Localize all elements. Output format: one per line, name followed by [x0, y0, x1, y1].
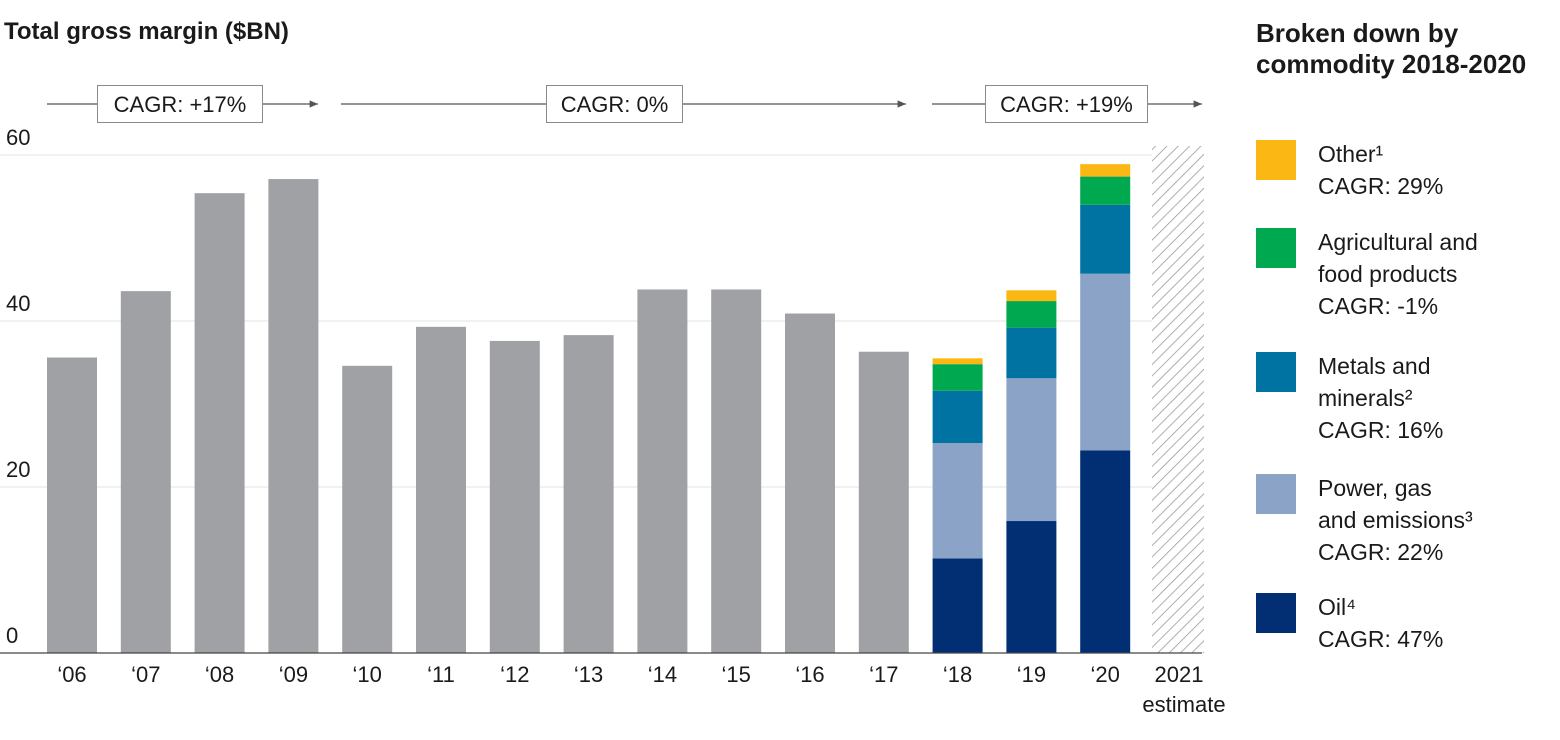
bar-segment — [1080, 450, 1131, 653]
bar-segment — [1006, 521, 1057, 653]
bar-segment — [932, 358, 983, 365]
bar-segment — [1080, 204, 1131, 274]
legend-label: Agricultural and food products CAGR: -1% — [1318, 229, 1478, 319]
bar-segment — [1080, 176, 1131, 205]
x-tick-label: ‘20 — [1090, 662, 1120, 687]
bar-total — [268, 179, 319, 653]
x-tick-label: ‘16 — [795, 662, 825, 687]
x-tick-label: ‘10 — [352, 662, 382, 687]
bar-segment — [1080, 273, 1131, 451]
legend-swatch — [1256, 474, 1296, 514]
x-tick-label: ‘11 — [427, 662, 455, 687]
x-tick-label: ‘06 — [57, 662, 87, 687]
cagr-label: CAGR: +17% — [97, 85, 263, 123]
bar-segment — [932, 390, 983, 444]
y-tick-label: 0 — [6, 623, 19, 648]
legend-label: Metals and minerals² CAGR: 16% — [1318, 353, 1444, 443]
bar-segment — [1006, 290, 1057, 302]
cagr-label: CAGR: +19% — [985, 85, 1148, 123]
x-tick-label: ‘17 — [869, 662, 899, 687]
bar-total — [563, 335, 614, 653]
bar-segment — [1080, 164, 1131, 177]
bar-segment — [932, 443, 983, 559]
bar-segment — [1006, 378, 1057, 522]
legend-swatch — [1256, 140, 1296, 180]
x-tick-label: ‘15 — [721, 662, 751, 687]
legend-title: Broken down by commodity 2018-2020 — [1256, 18, 1527, 79]
bar-estimate — [1152, 146, 1204, 653]
legend-label: Other¹ CAGR: 29% — [1318, 141, 1444, 199]
bar-segment — [932, 364, 983, 391]
y-tick-label: 20 — [6, 457, 31, 482]
bar-total — [416, 326, 466, 653]
legend-swatch — [1256, 593, 1296, 633]
bar-total — [194, 193, 245, 653]
bar-total — [120, 291, 171, 653]
x-tick-label: ‘13 — [573, 662, 604, 687]
bar-segment — [932, 558, 983, 653]
chart-title: Total gross margin ($BN) — [4, 18, 289, 45]
bar-total — [858, 351, 909, 653]
x-tick-label: 2021 — [1154, 662, 1204, 687]
bar-total — [785, 313, 835, 653]
cagr-label: CAGR: 0% — [546, 85, 683, 123]
bar-segment — [1006, 327, 1057, 379]
bar-total — [637, 289, 688, 653]
x-tick-label: ‘09 — [278, 662, 309, 687]
bar-segment — [1006, 301, 1057, 328]
x-tick-label: ‘18 — [942, 662, 973, 687]
x-tick-label: ‘19 — [1016, 662, 1047, 687]
y-tick-label: 40 — [6, 291, 31, 316]
legend-swatch — [1256, 352, 1296, 392]
x-tick-sublabel: estimate — [1142, 692, 1226, 717]
x-tick-label: ‘12 — [500, 662, 530, 687]
bar-total — [711, 289, 762, 653]
legend-label: Power, gas and emissions³ CAGR: 22% — [1318, 475, 1473, 565]
x-tick-label: ‘07 — [131, 662, 161, 687]
bar-total — [342, 365, 393, 653]
legend-swatch — [1256, 228, 1296, 268]
y-tick-label: 60 — [6, 125, 31, 150]
x-tick-label: ‘08 — [204, 662, 235, 687]
legend-label: Oil⁴ CAGR: 47% — [1318, 594, 1444, 652]
x-tick-label: ‘14 — [647, 662, 678, 687]
bar-total — [489, 340, 540, 653]
bar-total — [47, 357, 97, 653]
